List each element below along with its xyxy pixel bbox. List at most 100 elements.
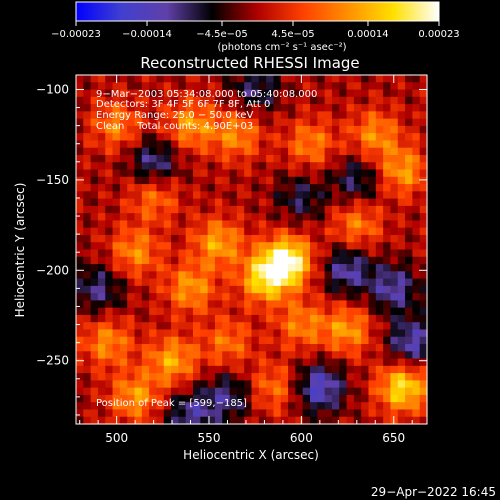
heatmap-cell	[171, 125, 179, 134]
heatmap-cell	[76, 191, 84, 200]
heatmap-cell	[156, 351, 165, 360]
heatmap-cell	[193, 387, 201, 396]
heatmap-cell	[214, 118, 223, 127]
heatmap-cell	[127, 394, 136, 403]
heatmap-cell	[317, 249, 326, 258]
heatmap-cell	[375, 154, 384, 163]
heatmap-cell	[353, 402, 362, 411]
heatmap-cell	[178, 300, 187, 309]
heatmap-cell	[119, 104, 128, 112]
heatmap-cell	[83, 402, 92, 411]
heatmap-cell	[324, 416, 333, 425]
heatmap-cell	[105, 322, 114, 331]
heatmap-cell	[83, 358, 92, 367]
heatmap-cell	[405, 82, 413, 91]
heatmap-cell	[178, 133, 187, 142]
heatmap-cell	[214, 344, 223, 352]
heatmap-cell	[280, 205, 289, 214]
heatmap-cell	[368, 365, 377, 374]
heatmap-cell	[383, 147, 392, 156]
heatmap-cell	[112, 220, 121, 229]
heatmap-cell	[207, 271, 216, 280]
heatmap-cell	[346, 416, 355, 425]
heatmap-cell	[244, 169, 253, 178]
colorbar-tick-label: −4.5e−05	[196, 29, 248, 40]
heatmap-cell	[419, 104, 428, 112]
heatmap-cell	[331, 227, 340, 236]
heatmap-cell	[280, 96, 289, 105]
heatmap-cell	[266, 147, 275, 156]
heatmap-cell	[405, 75, 413, 83]
heatmap-cell	[412, 314, 421, 323]
heatmap-cell	[288, 402, 296, 411]
heatmap-cell	[383, 380, 392, 389]
heatmap-cell	[397, 293, 406, 301]
heatmap-cell	[171, 249, 179, 258]
heatmap-cell	[324, 380, 333, 389]
heatmap-cell	[310, 184, 318, 192]
heatmap-cell	[258, 416, 267, 425]
heatmap-cell	[171, 169, 179, 178]
heatmap-cell	[90, 416, 99, 425]
heatmap-cell	[105, 285, 114, 294]
heatmap-cell	[200, 416, 209, 425]
heatmap-cell	[412, 402, 421, 411]
heatmap-cell	[310, 285, 318, 294]
heatmap-cell	[127, 322, 136, 331]
heatmap-cell	[119, 205, 128, 214]
heatmap-cell	[214, 147, 223, 156]
heatmap-cell	[127, 104, 136, 112]
heatmap-cell	[295, 373, 304, 381]
heatmap-cell	[193, 96, 201, 105]
heatmap-cell	[244, 89, 253, 98]
heatmap-cell	[127, 75, 136, 83]
heatmap-cell	[236, 75, 245, 83]
heatmap-cell	[324, 220, 333, 229]
heatmap-cell	[185, 249, 194, 258]
heatmap-cell	[200, 169, 209, 178]
heatmap-cell	[339, 249, 348, 258]
heatmap-cell	[266, 285, 275, 294]
heatmap-cell	[229, 104, 238, 112]
heatmap-cell	[214, 256, 223, 265]
heatmap-cell	[244, 191, 253, 200]
heatmap-cell	[229, 162, 238, 171]
heatmap-cell	[207, 373, 216, 381]
heatmap-cell	[412, 220, 421, 229]
heatmap-cell	[134, 264, 143, 272]
heatmap-cell	[412, 89, 421, 98]
heatmap-cell	[288, 322, 296, 331]
heatmap-cell	[361, 329, 370, 338]
heatmap-cell	[273, 329, 282, 338]
heatmap-cell	[244, 125, 253, 134]
heatmap-cell	[405, 293, 413, 301]
heatmap-cell	[397, 358, 406, 367]
heatmap-cell	[178, 154, 187, 163]
heatmap-cell	[244, 358, 253, 367]
heatmap-cell	[397, 147, 406, 156]
heatmap-cell	[76, 111, 84, 120]
heatmap-cell	[163, 358, 172, 367]
heatmap-cell	[185, 234, 194, 243]
heatmap-cell	[141, 373, 150, 381]
heatmap-cell	[361, 278, 370, 287]
heatmap-cell	[229, 234, 238, 243]
heatmap-cell	[361, 351, 370, 360]
heatmap-cell	[134, 336, 143, 345]
heatmap-cell	[112, 365, 121, 374]
heatmap-cell	[149, 184, 158, 192]
heatmap-cell	[163, 205, 172, 214]
heatmap-cell	[266, 125, 275, 134]
heatmap-cell	[134, 234, 143, 243]
heatmap-cell	[119, 220, 128, 229]
heatmap-cell	[383, 125, 392, 134]
heatmap-cell	[302, 351, 311, 360]
heatmap-cell	[178, 198, 187, 207]
heatmap-cell	[185, 82, 194, 91]
heatmap-cell	[339, 82, 348, 91]
heatmap-cell	[331, 133, 340, 142]
heatmap-cell	[127, 242, 136, 251]
heatmap-cell	[324, 96, 333, 105]
heatmap-cell	[317, 82, 326, 91]
heatmap-cell	[353, 184, 362, 192]
